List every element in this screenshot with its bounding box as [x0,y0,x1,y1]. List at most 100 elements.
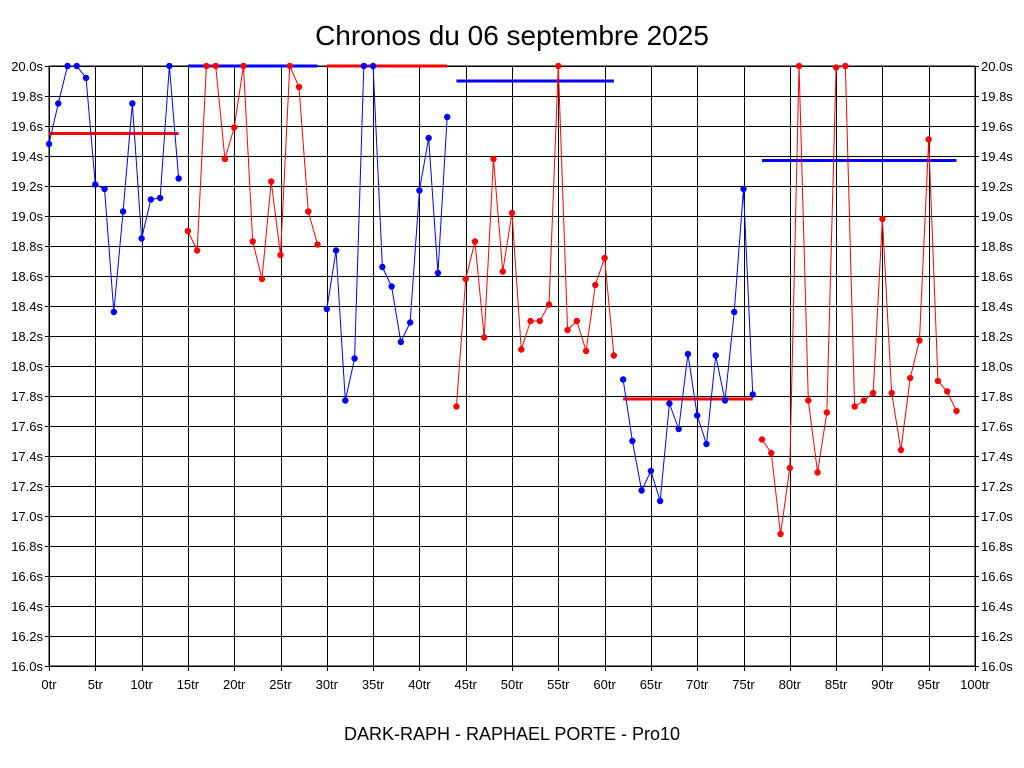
x-tick-label: 35tr [362,677,385,692]
data-point [879,215,886,223]
data-point [925,136,932,143]
x-tick-label: 20tr [223,677,246,692]
y-tick-label-left: 16.6s [11,569,43,584]
data-point [82,74,90,82]
data-point [471,238,479,245]
data-point [166,62,173,70]
data-point [406,319,414,326]
y-tick-label-left: 18.6s [11,269,43,284]
y-tick-label-left: 16.4s [11,599,43,614]
data-point [629,437,636,445]
y-tick-label-right: 17.0s [981,509,1013,524]
data-point [175,175,182,182]
y-tick-label-right: 17.2s [981,479,1013,494]
y-tick-label-left: 18.8s [11,239,43,254]
data-point [647,467,655,475]
y-tick-label-left: 17.2s [11,479,43,494]
y-tick-label-right: 20.0s [981,59,1013,74]
y-tick-label-left: 17.6s [11,419,43,434]
data-point [314,241,321,248]
data-point [656,497,664,505]
series-lines [48,65,957,535]
data-point [555,62,562,70]
data-point [851,403,858,410]
y-tick-label-right: 18.2s [981,329,1013,344]
y-tick-label-right: 16.2s [981,629,1013,644]
data-point [360,62,368,70]
data-point [240,62,247,70]
data-point [721,397,729,404]
data-point [351,355,358,362]
data-point [481,334,488,341]
data-point [286,62,293,70]
x-tick-label: 0tr [41,677,57,692]
data-point [462,275,469,283]
data-point [231,124,238,131]
y-tick-label-left: 16.0s [11,659,43,674]
y-tick-label-right: 17.8s [981,389,1013,404]
y-tick-label-right: 18.6s [981,269,1013,284]
data-point [619,376,627,383]
data-point [684,350,692,358]
data-point [249,238,256,245]
data-point [295,83,303,91]
data-point [434,269,442,277]
series-line [455,65,615,407]
data-point [601,254,608,262]
y-tick-label-right: 18.4s [981,299,1013,314]
data-point [814,469,821,476]
y-tick-label-left: 16.8s [11,539,43,554]
y-tick-label-right: 19.4s [981,149,1013,164]
y-tick-label-right: 16.8s [981,539,1013,554]
x-tick-label: 75tr [732,677,755,692]
x-tick-label: 85tr [825,677,848,692]
data-point [119,208,127,215]
data-point [101,185,108,193]
data-point [545,301,553,308]
data-point [45,140,53,148]
data-point [694,412,701,419]
data-point [369,62,377,70]
data-point [869,389,877,397]
data-point [221,155,229,163]
data-point [953,407,960,415]
data-point [55,100,62,107]
x-tick-label: 90tr [871,677,894,692]
data-point [379,263,386,271]
data-point [703,440,710,448]
y-tick-label-right: 16.0s [981,659,1013,674]
x-tick-label: 70tr [686,677,709,692]
data-point [277,251,284,259]
data-point [305,208,312,215]
data-point [416,187,423,194]
data-point [536,317,543,325]
x-tick-label: 10tr [130,677,153,692]
data-point [823,409,831,416]
data-point [786,464,793,472]
data-point [675,425,682,433]
y-tick-label-right: 19.8s [981,89,1013,104]
data-point [610,352,618,359]
x-tick-label: 15tr [177,677,200,692]
chart-title: Chronos du 06 septembre 2025 [315,20,709,51]
data-point [138,235,145,242]
series-line [187,65,319,280]
tick-labels: 0tr 5tr 10tr 15tr 20tr 25tr 30tr 35tr 40tr 45tr 50… [11,59,1013,692]
y-tick-label-right: 18.8s [981,239,1013,254]
chart-footer: DARK-RAPH - RAPHAEL PORTE - Pro10 [344,724,680,744]
data-point [712,352,719,359]
y-tick-label-left: 18.4s [11,299,43,314]
data-point [860,397,868,404]
y-tick-label-right: 19.6s [981,119,1013,134]
data-point [110,308,118,316]
y-tick-label-left: 19.0s [11,209,43,224]
y-tick-label-left: 19.6s [11,119,43,134]
y-tick-label-right: 16.4s [981,599,1013,614]
data-point [397,338,405,346]
y-tick-label-left: 18.2s [11,329,43,344]
data-point [518,346,525,353]
data-point [156,194,164,202]
x-tick-label: 25tr [269,677,292,692]
x-tick-label: 80tr [779,677,802,692]
